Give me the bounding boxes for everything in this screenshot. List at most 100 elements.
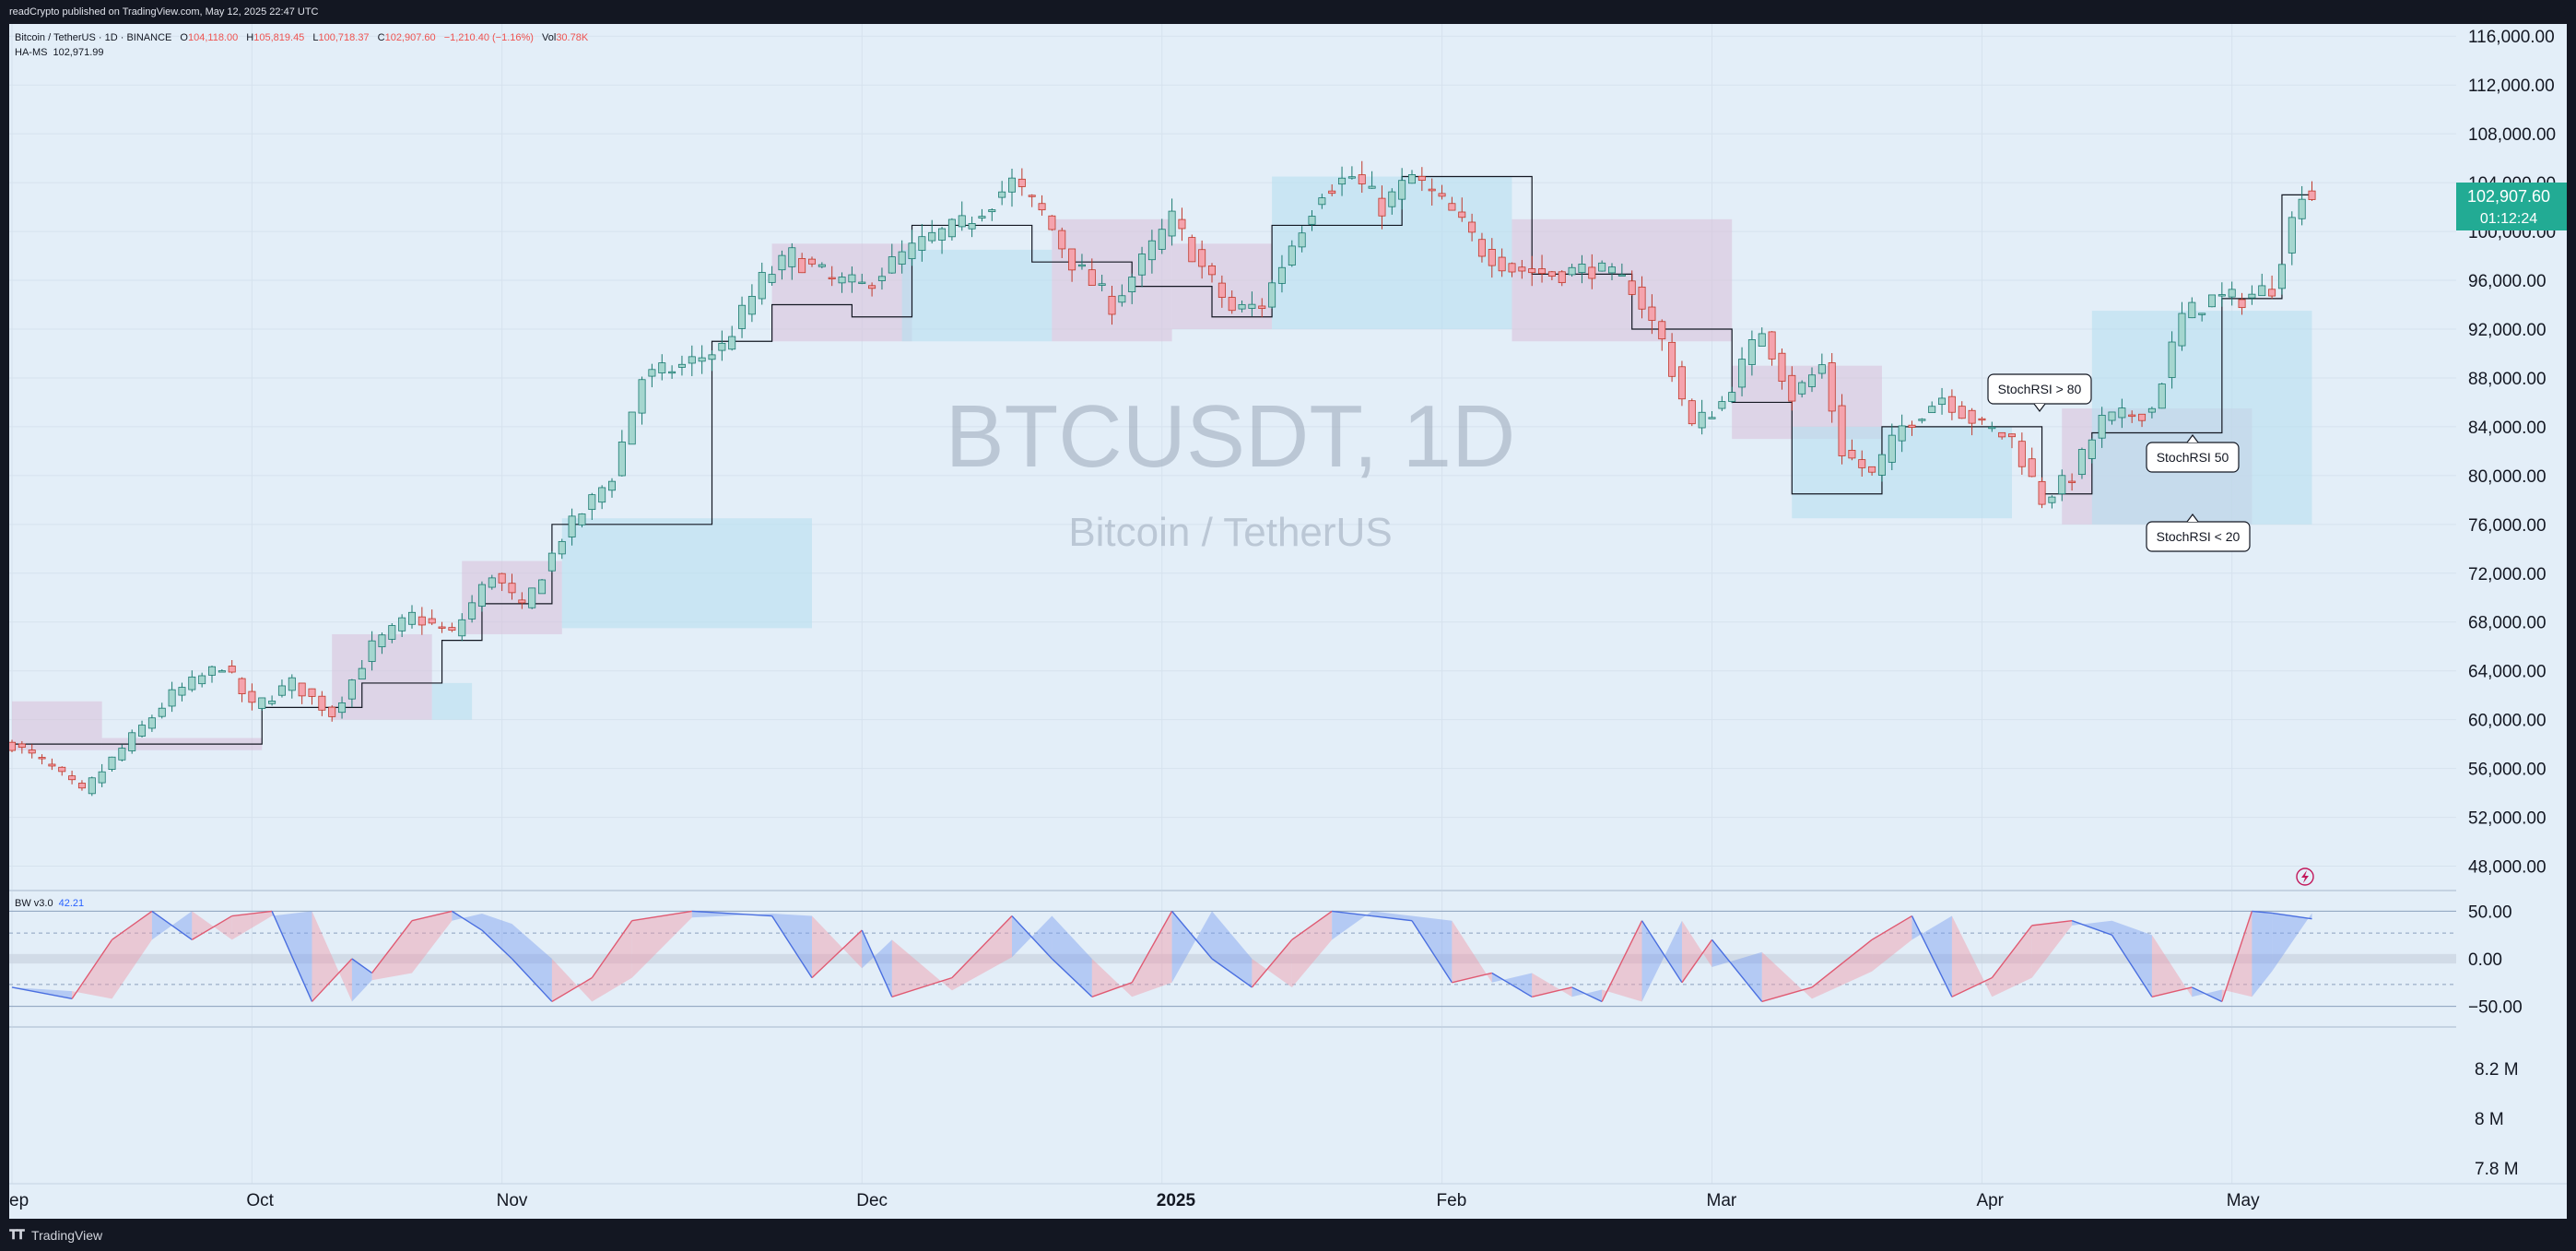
bar-countdown: 01:12:24 (2480, 211, 2537, 227)
stoch-k-line (1681, 938, 1713, 984)
candle-body (1817, 364, 1826, 374)
candle-body (1268, 282, 1276, 308)
candle-body (718, 342, 726, 351)
stoch-k-line (411, 910, 453, 922)
candle-body (98, 771, 106, 784)
candle-body (178, 687, 186, 696)
candle-body (1617, 274, 1626, 277)
candle-body (788, 247, 796, 267)
price-tick-label: 88,000.00 (2468, 370, 2547, 389)
tradingview-logo-icon[interactable]: 𝐓𝐓 (9, 1227, 25, 1242)
candle-body (2288, 217, 2296, 254)
candle-body (458, 619, 466, 637)
candle-body (1838, 405, 1846, 456)
candle-body (68, 775, 76, 781)
price-chart[interactable]: BTCUSDT, 1D Bitcoin / TetherUS Bitcoin /… (9, 24, 2567, 1219)
symbol-name[interactable]: Bitcoin / TetherUS · 1D · BINANCE (15, 32, 171, 43)
candle-body (1458, 211, 1466, 218)
candle-body (508, 583, 516, 594)
stoch-fill (1171, 911, 1212, 983)
candle-body (1048, 215, 1056, 230)
stoch-fill (2272, 913, 2312, 972)
candle-body (418, 616, 426, 626)
candle-body (1448, 203, 1456, 211)
tradingview-footer: 𝐓𝐓 TradingView (0, 1219, 2576, 1251)
stoch-k-line (2111, 934, 2153, 997)
candle-body (958, 215, 966, 228)
annotation-stochrsi-above-80[interactable]: StochRSI > 80 (1987, 373, 2092, 412)
candle-body (1848, 450, 1856, 459)
candle-body (1877, 454, 1886, 476)
stoch-k-line (2221, 911, 2253, 1002)
candle-body (1677, 366, 1686, 400)
annotation-stochrsi-below-20[interactable]: StochRSI < 20 (2146, 513, 2251, 552)
candle-body (1628, 280, 1636, 295)
candle-body (1308, 216, 1316, 225)
time-tick-label: Dec (856, 1191, 888, 1210)
stoch-k-line (231, 910, 273, 917)
stoch-k-line (1641, 920, 1683, 984)
time-tick-label: ep (9, 1191, 29, 1210)
stoch-k-line (2071, 920, 2112, 936)
candle-body (1947, 395, 1956, 413)
candle-body (1538, 268, 1547, 275)
stoch-fill (1532, 973, 1572, 997)
candle-body (347, 679, 356, 700)
candle-body (368, 640, 376, 662)
time-tick-label: Oct (246, 1191, 274, 1210)
stoch-fill (1951, 915, 1993, 997)
candle-body (1468, 221, 1476, 233)
candle-body (428, 618, 436, 624)
indicator-legend[interactable]: HA-MS 102,971.99 (15, 47, 104, 58)
price-tick-label: 92,000.00 (2468, 321, 2547, 340)
stoch-fill (1872, 915, 1912, 972)
candle-body (1688, 400, 1696, 425)
oscillator-legend[interactable]: BW v3.0 42.21 (15, 898, 84, 909)
stoch-k-line (1171, 910, 1213, 960)
volume-tick-label: 8.2 M (2475, 1060, 2519, 1080)
candle-body (2138, 413, 2147, 421)
candle-body (2068, 480, 2076, 483)
candle-body (528, 587, 536, 608)
candle-body (1698, 411, 1706, 429)
candle-body (1938, 397, 1947, 406)
candle-body (877, 276, 886, 281)
candle-body (407, 611, 416, 625)
stoch-k-line (691, 910, 772, 917)
alert-lightning-icon[interactable] (2296, 867, 2314, 886)
stoch-fill (1052, 915, 1092, 997)
footer-brand[interactable]: TradingView (31, 1227, 103, 1243)
candle-body (1428, 188, 1436, 192)
candle-body (168, 689, 176, 707)
candle-body (1648, 306, 1656, 321)
annotation-stochrsi-50[interactable]: StochRSI 50 (2146, 434, 2240, 473)
candle-body (9, 741, 16, 751)
stoch-k-line (1911, 915, 1953, 997)
candle-body (1318, 197, 1326, 206)
candle-body (2128, 414, 2136, 418)
stoch-fill (1641, 920, 1682, 1002)
candle-body (1077, 264, 1086, 267)
candle-body (2268, 289, 2276, 297)
stoch-k-line (1051, 958, 1093, 997)
candle-body (808, 258, 817, 265)
candle-body (1338, 177, 1347, 185)
symbol-legend[interactable]: Bitcoin / TetherUS · 1D · BINANCE O104,1… (15, 32, 589, 43)
candle-body (838, 277, 846, 284)
candle-body (1028, 195, 1036, 197)
candle-body (798, 258, 806, 274)
candle-body (1558, 271, 1566, 284)
price-tick-label: 56,000.00 (2468, 761, 2547, 780)
publish-header: readCrypto published on TradingView.com,… (0, 0, 2576, 24)
stoch-k-line (1452, 972, 1492, 984)
time-scale[interactable]: ep Oct Nov Dec 2025 Feb Mar Apr May (9, 1191, 2260, 1210)
candle-body (1088, 269, 1096, 286)
stoch-k-line (1251, 938, 1293, 988)
candle-body (1968, 409, 1976, 424)
candle-body (848, 274, 856, 283)
stoch-k-line (1371, 915, 1413, 922)
stoch-k-line (1332, 910, 1372, 917)
stoch-k-line (551, 977, 593, 1003)
candle-body (978, 216, 986, 219)
candle-body (1408, 174, 1417, 184)
